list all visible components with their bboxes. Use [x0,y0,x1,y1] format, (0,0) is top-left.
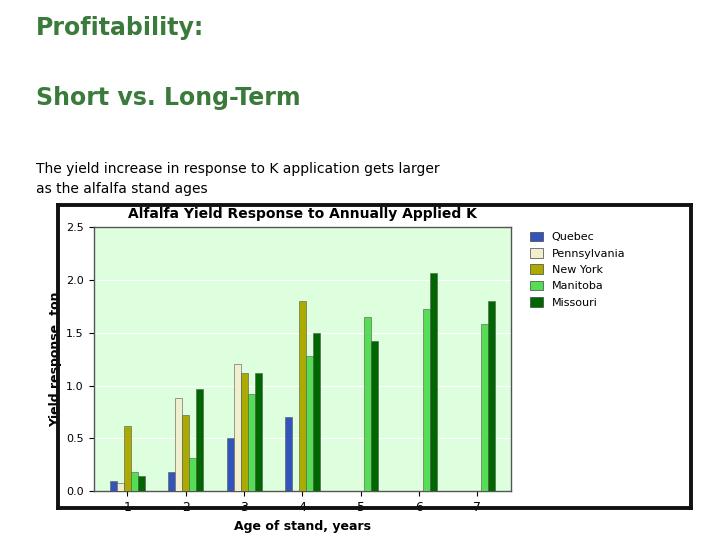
Bar [481,324,488,491]
Bar [138,476,145,491]
Bar [175,399,182,491]
Bar [430,273,436,491]
Bar [189,457,197,491]
Text: The yield increase in response to K application gets larger
as the alfalfa stand: The yield increase in response to K appl… [36,162,440,195]
Text: Short vs. Long-Term: Short vs. Long-Term [36,86,301,110]
Y-axis label: Yield response, ton: Yield response, ton [49,292,62,427]
Bar [168,472,175,491]
Bar [423,309,430,491]
Bar [364,317,372,491]
Bar [227,438,233,491]
Bar [197,389,203,491]
Bar [299,301,306,491]
Bar [117,483,124,491]
Legend: Quebec, Pennsylvania, New York, Manitoba, Missouri: Quebec, Pennsylvania, New York, Manitoba… [525,227,630,312]
Bar [240,373,248,491]
Bar [488,301,495,491]
Bar [233,364,240,491]
Bar [124,426,131,491]
Bar [313,333,320,491]
Bar [255,373,261,491]
Bar [182,415,189,491]
Title: Alfalfa Yield Response to Annually Applied K: Alfalfa Yield Response to Annually Appli… [128,207,477,221]
Bar [131,472,138,491]
Bar [306,356,313,491]
Bar [110,481,117,491]
Text: Profitability:: Profitability: [36,16,204,40]
Bar [285,417,292,491]
X-axis label: Age of stand, years: Age of stand, years [234,519,371,532]
Bar [248,394,255,491]
Bar [372,341,378,491]
